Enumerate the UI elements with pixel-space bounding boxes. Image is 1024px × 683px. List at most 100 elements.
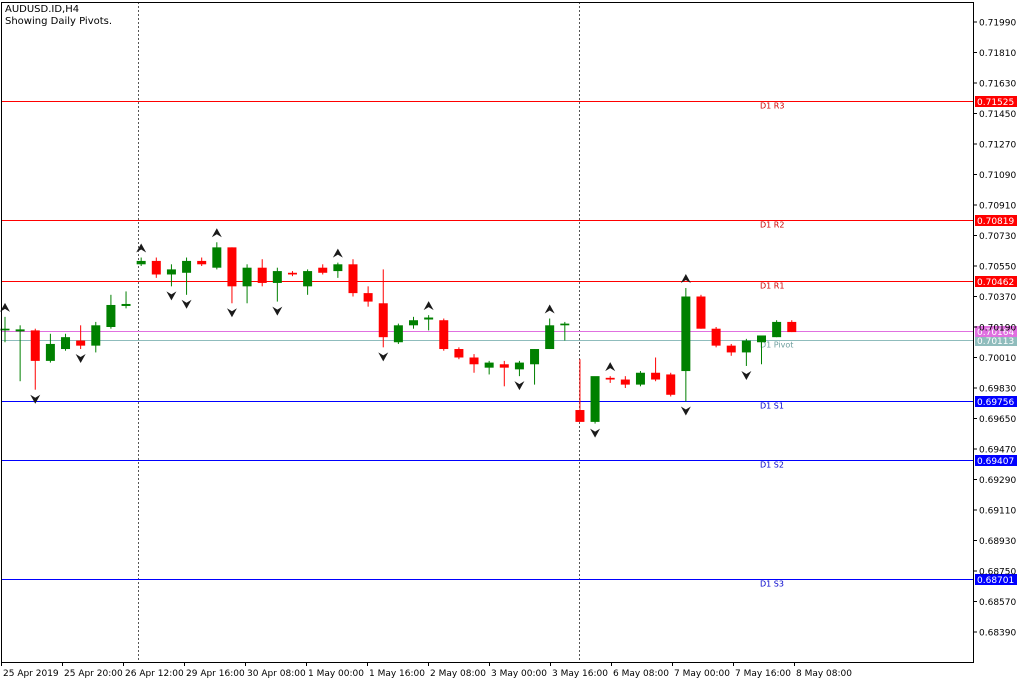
candle-body: [242, 267, 252, 287]
current-price-label: 0.70164: [977, 328, 1014, 338]
candle-body: [757, 335, 766, 343]
y-tick-label: 0.68390: [979, 629, 1016, 639]
y-tick-label: 0.68570: [979, 598, 1016, 608]
fractal-down-arrow: [226, 308, 237, 318]
y-tick-label: 0.71810: [979, 49, 1016, 59]
pivot-price-tag: [975, 215, 1017, 226]
y-tick-label: 0.71630: [979, 80, 1016, 90]
pivot-price-label: 0.69756: [977, 398, 1014, 408]
pivot-price-tag: [975, 96, 1017, 107]
candle-body: [45, 343, 55, 361]
candle-body: [318, 267, 328, 273]
pivot-price-tag: [975, 396, 1017, 407]
y-tick-label: 0.70010: [979, 354, 1016, 364]
fractal-down-arrow: [741, 370, 752, 380]
fractal-down-arrow: [590, 428, 601, 438]
fractal-down-arrow: [166, 291, 177, 301]
x-tick-label: 3 May 00:00: [491, 669, 547, 679]
fractal-up-arrow: [136, 243, 147, 253]
y-tick-label: 0.69830: [979, 385, 1016, 395]
x-tick-label: 8 May 08:00: [796, 669, 852, 679]
fractal-up-arrow: [423, 301, 434, 311]
chart-symbol-label: AUDUSD.ID,H4: [5, 4, 80, 15]
pivot-price-label: 0.68701: [977, 576, 1014, 586]
candle-body: [696, 296, 706, 329]
pivot-price-label: 0.69407: [977, 457, 1014, 467]
pivot-price-label: 0.70819: [977, 217, 1014, 227]
pivot-level-label: D1 Pivot: [760, 341, 793, 350]
candle-body: [439, 320, 449, 350]
candle-body: [620, 379, 630, 385]
candle-body: [454, 349, 464, 358]
pivot-level-label: D1 R2: [760, 221, 784, 230]
y-tick-label: 0.70730: [979, 232, 1016, 242]
candle-body: [469, 357, 479, 365]
candle-body: [590, 376, 600, 422]
pivot-level-label: D1 S3: [760, 580, 784, 589]
pivot-price-label: 0.70462: [977, 278, 1014, 288]
x-tick-label: 7 May 16:00: [735, 669, 791, 679]
candle-body: [0, 328, 10, 331]
candle-body: [76, 340, 86, 346]
candle-body: [61, 337, 71, 350]
candle-body: [333, 264, 343, 272]
candle-body: [409, 320, 419, 326]
candle-body: [605, 377, 615, 380]
candle-body: [348, 264, 358, 294]
x-tick-label: 6 May 08:00: [613, 669, 669, 679]
candle-body: [484, 362, 494, 368]
fractal-up-arrow: [605, 362, 616, 372]
fractal-up-arrow: [332, 248, 343, 258]
candle-body: [227, 247, 237, 287]
candle-body: [151, 260, 161, 275]
candle-body: [15, 329, 25, 332]
candle-body: [787, 321, 797, 333]
pivot-price-tag: [975, 335, 1017, 346]
y-tick-label: 0.70910: [979, 202, 1016, 212]
x-tick-label: 29 Apr 16:00: [186, 669, 245, 679]
chart-indicator-label: Showing Daily Pivots.: [5, 16, 113, 27]
y-tick-label: 0.71990: [979, 19, 1016, 29]
x-tick-label: 1 May 16:00: [369, 669, 425, 679]
y-tick-label: 0.71270: [979, 141, 1016, 151]
candle-body: [711, 328, 721, 346]
y-tick-label: 0.69290: [979, 476, 1016, 486]
y-tick-label: 0.68750: [979, 568, 1016, 578]
candle-body: [575, 410, 585, 422]
x-tick-label: 30 Apr 08:00: [247, 669, 306, 679]
candle-body: [635, 372, 645, 385]
candle-body: [530, 349, 540, 365]
candle-body: [393, 325, 403, 343]
candle-body: [514, 362, 524, 370]
x-tick-label: 26 Apr 12:00: [125, 669, 184, 679]
x-tick-label: 7 May 00:00: [674, 669, 730, 679]
x-tick-label: 25 Apr 20:00: [64, 669, 123, 679]
candle-body: [257, 267, 267, 283]
y-tick-label: 0.70370: [979, 293, 1016, 303]
candle-body: [726, 345, 736, 353]
pivot-price-tag: [975, 276, 1017, 287]
y-tick-label: 0.69110: [979, 507, 1016, 517]
candle-body: [182, 260, 192, 273]
y-tick-label: 0.69650: [979, 415, 1016, 425]
fractal-down-arrow: [514, 381, 525, 391]
candle-body: [136, 260, 146, 265]
candle-body: [499, 364, 509, 368]
fractal-up-arrow: [544, 304, 555, 314]
pivot-price-tag: [975, 574, 1017, 585]
y-tick-label: 0.69470: [979, 446, 1016, 456]
candle-body: [91, 325, 101, 346]
candle-body: [363, 293, 373, 302]
pivot-level-label: D1 S2: [760, 461, 784, 470]
pivot-price-tag: [975, 455, 1017, 466]
candle-body: [560, 323, 570, 326]
candle-body: [272, 271, 282, 283]
candle-body: [287, 272, 297, 275]
y-tick-label: 0.70190: [979, 324, 1016, 334]
y-tick-label: 0.70550: [979, 263, 1016, 273]
fractal-down-arrow: [181, 299, 192, 309]
candle-body: [166, 269, 176, 275]
candle-body: [303, 271, 313, 287]
candle-body: [772, 321, 782, 338]
